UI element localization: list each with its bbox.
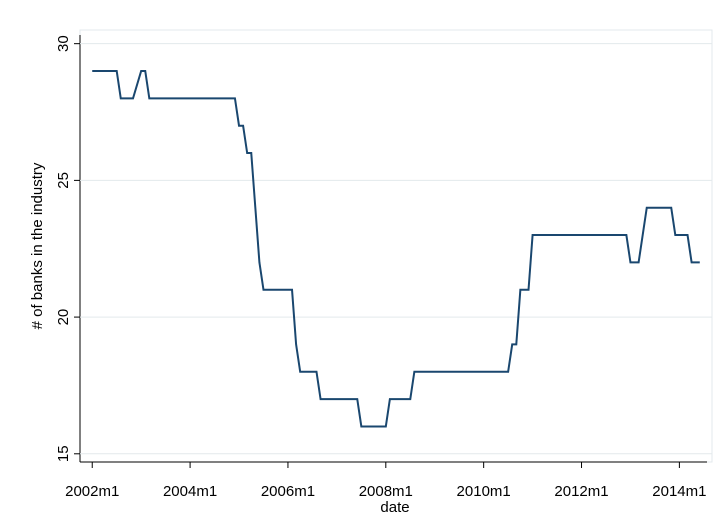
y-axis-label: # of banks in the industry — [29, 162, 46, 329]
x-tick-label: 2008m1 — [359, 483, 413, 500]
x-tick-label: 2004m1 — [163, 483, 217, 500]
x-tick-label: 2012m1 — [554, 483, 608, 500]
y-tick-label: 15 — [55, 445, 72, 462]
data-line — [92, 70, 700, 428]
x-tick-label: 2014m1 — [652, 483, 706, 500]
y-tick-label: 25 — [55, 172, 72, 189]
plot-area — [79, 29, 713, 463]
x-tick-label: 2006m1 — [261, 483, 315, 500]
x-tick-label: 2002m1 — [65, 483, 119, 500]
y-tick-label: 30 — [55, 35, 72, 52]
y-tick-label: 20 — [55, 309, 72, 326]
x-tick-label: 2010m1 — [457, 483, 511, 500]
x-axis-label: date — [380, 499, 409, 516]
